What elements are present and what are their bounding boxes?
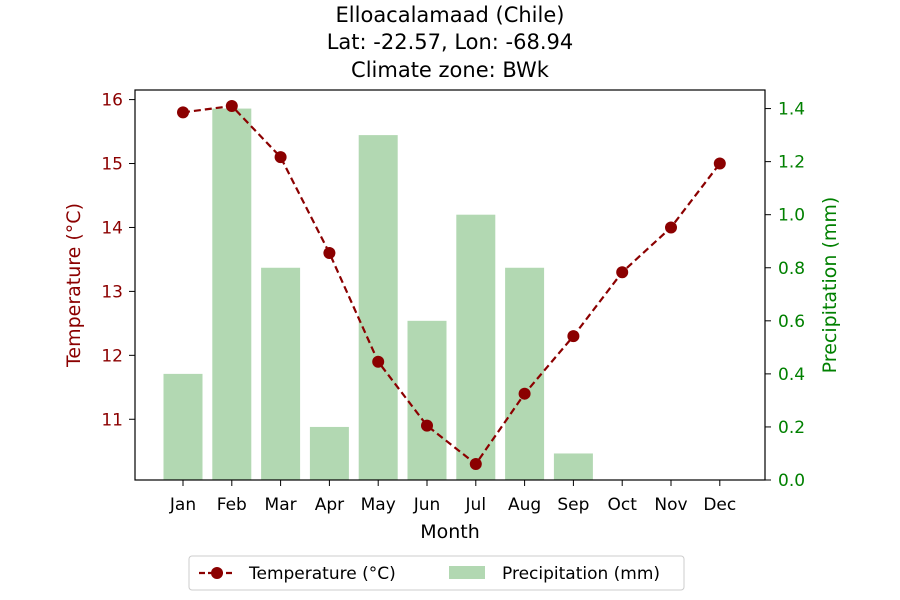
x-tick-label: Sep: [557, 495, 589, 515]
x-tick-label: Mar: [265, 495, 297, 515]
x-tick-label: Nov: [654, 495, 687, 515]
precipitation-bar: [358, 135, 398, 480]
precipitation-bar: [553, 453, 593, 480]
right-tick-label: 1.4: [778, 100, 805, 120]
precipitation-bar: [212, 108, 252, 481]
temperature-point: [713, 157, 726, 170]
legend-frame: [188, 555, 685, 591]
temperature-line: [177, 99, 726, 471]
x-axis-label: Month: [420, 521, 480, 543]
right-tick-label: 0.8: [778, 259, 805, 279]
x-tick-label: Apr: [315, 495, 344, 515]
right-y-axis-label: Precipitation (mm): [819, 197, 841, 374]
x-tick-label: Jul: [465, 495, 487, 515]
x-tick-label: Feb: [217, 495, 247, 515]
legend-precipitation-swatch: [449, 566, 485, 579]
chart-title: Elloacalamaad (Chile) Lat: -22.57, Lon: …: [327, 3, 574, 82]
x-axis: Jan Feb Mar Apr May Jun Jul Aug Sep Oct Nov Dec: [169, 480, 736, 515]
x-tick-label: Jan: [169, 495, 196, 515]
legend-temperature-marker: [211, 567, 223, 579]
temperature-point: [616, 266, 629, 279]
left-y-axis-label: Temperature (°C): [63, 203, 85, 368]
temperature-point: [469, 458, 482, 471]
title-line: Lat: -22.57, Lon: -68.94: [327, 30, 574, 54]
right-tick-label: 0.4: [778, 365, 805, 385]
left-y-axis: 11 12 13 14 15 16: [101, 91, 135, 430]
right-y-axis: 0.0 0.2 0.4 0.6 0.8 1.0 1.2 1.4: [765, 100, 805, 491]
temperature-point: [177, 106, 189, 119]
right-tick-label: 1.0: [778, 206, 805, 226]
right-tick-label: 0.0: [778, 471, 805, 491]
temperature-point: [421, 419, 433, 432]
left-tick-label: 11: [101, 410, 123, 430]
temperature-series-line: [182, 104, 721, 466]
left-tick-label: 12: [101, 346, 123, 366]
left-tick-label: 16: [101, 91, 123, 111]
temperature-point: [372, 355, 385, 368]
x-tick-label: May: [361, 495, 396, 515]
x-tick-label: Dec: [703, 495, 736, 515]
temperature-point: [567, 330, 580, 343]
right-tick-label: 0.6: [778, 312, 805, 332]
legend-temperature-label: Temperature (°C): [248, 564, 396, 584]
title-line: Climate zone: BWk: [351, 58, 550, 82]
left-tick-label: 15: [101, 155, 123, 175]
legend: Temperature (°C) Precipitation (mm): [188, 555, 685, 591]
temperature-point: [225, 99, 238, 112]
precipitation-bar: [261, 267, 301, 480]
precipitation-bar: [309, 426, 349, 480]
temperature-point: [274, 151, 287, 164]
x-tick-label: Jun: [413, 495, 441, 515]
plot-frame: [134, 89, 766, 481]
temperature-point: [518, 387, 531, 400]
x-tick-label: Aug: [508, 495, 541, 515]
temperature-point: [323, 247, 336, 260]
right-tick-label: 1.2: [778, 153, 805, 173]
precipitation-bar: [456, 214, 496, 480]
precipitation-bars: [163, 108, 593, 481]
precipitation-bar: [163, 373, 203, 480]
left-tick-label: 14: [101, 218, 123, 238]
right-tick-label: 0.2: [778, 418, 805, 438]
precipitation-bar: [505, 267, 545, 480]
precipitation-bar: [407, 320, 447, 480]
x-tick-label: Oct: [607, 495, 637, 515]
left-tick-label: 13: [101, 282, 123, 302]
legend-precipitation-label: Precipitation (mm): [502, 564, 660, 584]
title-line: Elloacalamaad (Chile): [336, 3, 565, 27]
temperature-point: [665, 221, 677, 234]
